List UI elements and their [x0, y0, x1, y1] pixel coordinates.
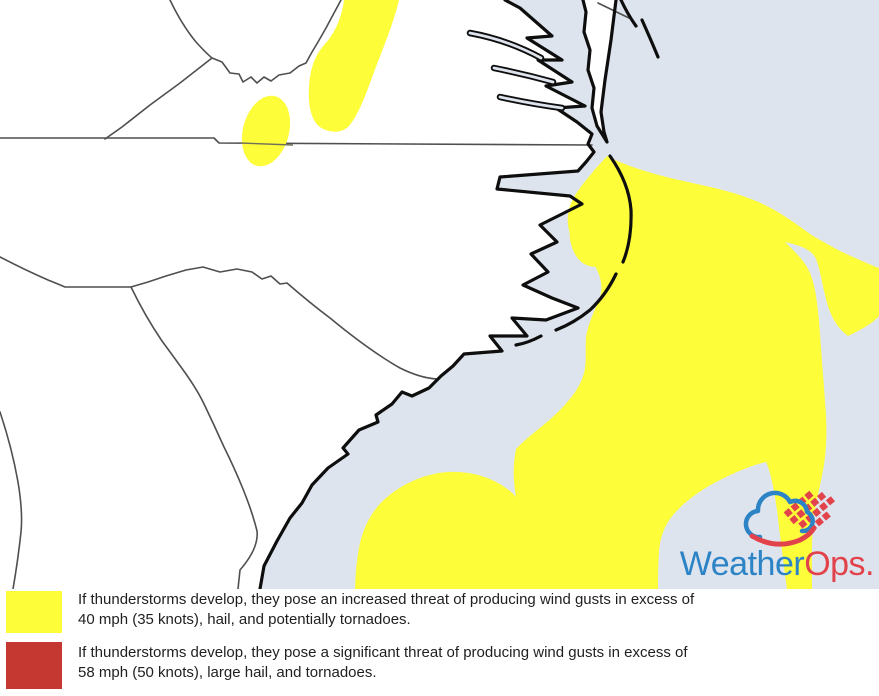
outer-banks-north: [608, 154, 633, 264]
logo-text-weather: Weather: [680, 545, 805, 583]
state-border-ga-sc: [130, 286, 258, 590]
legend-line: If thunderstorms develop, they pose an i…: [78, 591, 695, 608]
state-border-va-wv: [211, 0, 342, 84]
coastline-delmarva: [581, 0, 618, 144]
coastline: [258, 0, 660, 591]
state-border-ky-va-south: [104, 57, 213, 140]
map-container: WeatherOps.: [0, 0, 879, 591]
outer-banks-tail: [514, 334, 543, 347]
map-svg: WeatherOps.: [0, 0, 879, 591]
legend-line: If thunderstorms develop, they pose a si…: [78, 644, 688, 661]
coastline-mainland: [258, 0, 596, 591]
state-borders: [0, 0, 630, 590]
cloud-icon: [743, 490, 815, 540]
legend-swatch-increased: [6, 591, 62, 633]
river-rappahannock-water: [468, 31, 543, 60]
state-border-overlay: [239, 142, 294, 146]
legend-line: 40 mph (35 knots), hail, and potentially…: [78, 611, 411, 628]
legend-text-significant: If thunderstorms develop, they pose a si…: [78, 643, 688, 683]
legend-item-increased: If thunderstorms develop, they pose an i…: [0, 589, 879, 639]
legend: If thunderstorms develop, they pose an i…: [0, 589, 879, 696]
river-james-water: [498, 95, 564, 110]
state-border-ga-west: [0, 411, 23, 590]
threat-area-offshore-main: [355, 156, 879, 589]
legend-item-significant: If thunderstorms develop, they pose a si…: [0, 641, 879, 693]
rivers: [466, 29, 566, 112]
river-york-water: [492, 66, 555, 84]
state-border-nc-sc: [130, 266, 438, 380]
threat-area-inland-oval: [241, 95, 291, 167]
weatherops-logo: WeatherOps.: [680, 490, 875, 583]
legend-text-increased: If thunderstorms develop, they pose an i…: [78, 590, 694, 630]
logo-swoosh-icon: [749, 525, 817, 547]
logo-text-ops: Ops.: [804, 545, 874, 583]
barrier-island-north-a: [619, 0, 638, 28]
threat-area-inland-north: [308, 0, 399, 132]
state-border-ky-va-west: [169, 0, 213, 59]
outer-banks-south: [554, 272, 618, 332]
state-border-ga-nc: [0, 256, 132, 288]
barrier-island-north-b: [640, 18, 660, 59]
logo-text: WeatherOps.: [680, 545, 874, 583]
legend-swatch-significant: [6, 642, 62, 689]
legend-line: 58 mph (50 knots), large hail, and torna…: [78, 664, 377, 681]
